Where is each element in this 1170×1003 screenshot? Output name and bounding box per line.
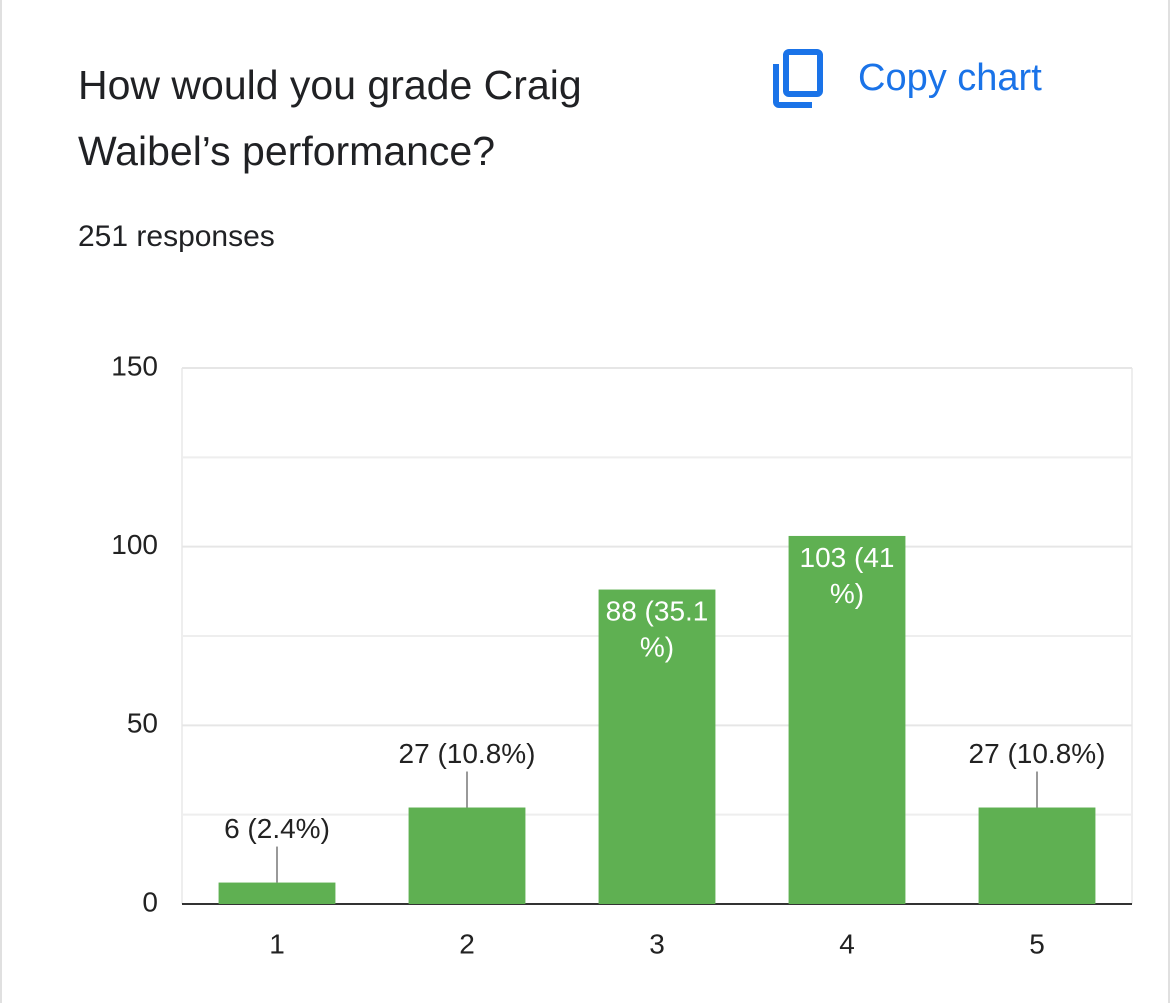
x-tick-label: 1 bbox=[269, 928, 285, 959]
y-tick-label: 50 bbox=[127, 708, 158, 739]
response-count: 251 responses bbox=[78, 220, 275, 253]
copy-icon bbox=[773, 49, 823, 108]
bar bbox=[978, 807, 1096, 904]
x-tick-label: 3 bbox=[649, 928, 665, 959]
bar bbox=[598, 589, 716, 904]
data-label: 103 (41%) bbox=[800, 542, 895, 609]
y-tick-label: 0 bbox=[142, 886, 158, 917]
x-tick-label: 5 bbox=[1029, 928, 1045, 959]
chart-title: How would you grade Craig Waibel’s perfo… bbox=[78, 62, 582, 174]
bar bbox=[788, 535, 906, 904]
copy-chart-button[interactable]: Copy chart bbox=[770, 48, 1042, 108]
data-label: 27 (10.8%) bbox=[969, 738, 1106, 769]
x-tick-label: 2 bbox=[459, 928, 475, 959]
copy-chart-label[interactable]: Copy chart bbox=[858, 56, 1042, 99]
x-tick-label: 4 bbox=[839, 928, 855, 959]
y-tick-label: 100 bbox=[111, 529, 158, 560]
y-tick-label: 150 bbox=[111, 350, 158, 381]
data-label: 88 (35.1%) bbox=[606, 596, 709, 663]
data-label: 6 (2.4%) bbox=[224, 813, 330, 844]
bar bbox=[408, 807, 526, 904]
bar bbox=[218, 882, 336, 904]
data-label: 27 (10.8%) bbox=[399, 738, 536, 769]
